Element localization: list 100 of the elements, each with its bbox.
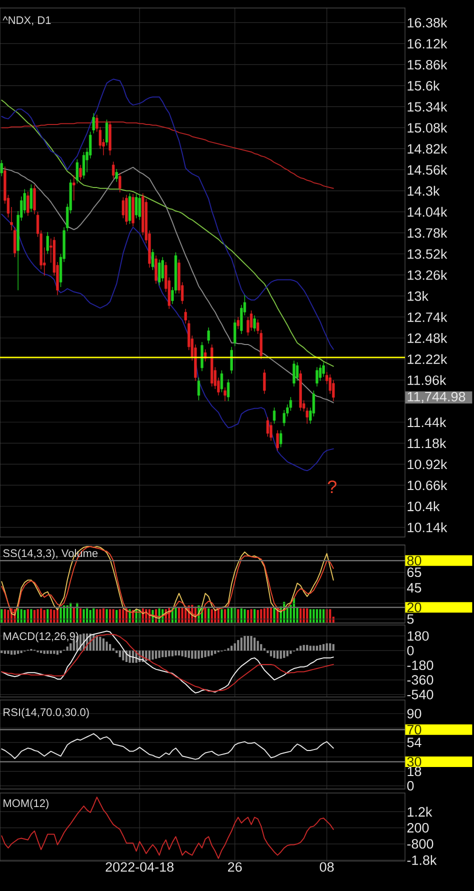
- bar: [30, 609, 32, 623]
- y-tick-label: 5: [407, 614, 414, 624]
- bar: [266, 608, 269, 623]
- bar: [198, 650, 200, 659]
- candlestick: [79, 164, 82, 181]
- bar: [214, 650, 216, 654]
- bar: [66, 646, 68, 651]
- bar: [50, 650, 52, 654]
- y-tick-label: 16.38k: [408, 18, 448, 28]
- bar: [122, 609, 124, 623]
- y-tick-label: 65: [407, 568, 422, 578]
- bar: [312, 646, 315, 651]
- candlestick: [112, 161, 115, 180]
- bar: [116, 650, 118, 654]
- y-tick-label: -540: [407, 690, 434, 700]
- y-tick-label: 0: [407, 646, 414, 656]
- candlestick: [161, 256, 164, 282]
- bar: [174, 607, 177, 623]
- bar: [273, 650, 276, 658]
- candlestick: [200, 342, 204, 372]
- candlestick: [224, 387, 226, 402]
- bar: [118, 609, 121, 623]
- bar: [108, 609, 112, 623]
- candlestick: [322, 362, 325, 378]
- bar: [26, 609, 29, 623]
- candlestick: [234, 319, 236, 346]
- bar: [0, 650, 3, 654]
- bar: [40, 650, 42, 654]
- bar: [43, 650, 46, 654]
- bar: [260, 609, 262, 623]
- bar: [4, 650, 6, 654]
- bar: [112, 609, 114, 623]
- bar: [319, 609, 322, 623]
- bar: [204, 608, 206, 623]
- y-tick-label: 12.48k: [408, 333, 448, 343]
- y-tick-label: 90: [407, 708, 422, 718]
- candlestick: [226, 378, 230, 402]
- candlestick: [263, 369, 266, 394]
- candlestick: [33, 184, 36, 215]
- bar: [106, 609, 108, 623]
- bar: [329, 643, 332, 651]
- bar: [148, 650, 150, 660]
- y-tick-label: -800: [407, 839, 434, 849]
- candlestick: [270, 422, 272, 442]
- bar: [208, 650, 210, 656]
- candlestick: [125, 194, 128, 226]
- bar: [227, 648, 230, 651]
- candlestick: [316, 366, 318, 387]
- bar: [296, 648, 298, 651]
- y-tick-label: 11.18k: [408, 438, 446, 448]
- bar: [191, 650, 194, 659]
- bar: [246, 636, 250, 651]
- candlestick: [72, 175, 76, 201]
- bar: [319, 644, 322, 651]
- bar: [184, 650, 187, 658]
- bar: [250, 609, 252, 623]
- bar: [286, 650, 288, 656]
- y-tick-label: -1.8k: [407, 855, 437, 865]
- text: MACD(12,26,9): [4, 632, 78, 642]
- bar: [283, 650, 286, 658]
- candlestick: [30, 184, 33, 212]
- y-tick-label: 15.08k: [408, 122, 448, 133]
- candlestick: [76, 158, 79, 184]
- bar: [46, 609, 49, 623]
- bar: [20, 650, 22, 654]
- bar: [188, 650, 190, 658]
- candlestick: [197, 377, 200, 401]
- bar: [70, 643, 72, 651]
- bar: [102, 638, 105, 651]
- bar: [162, 650, 164, 658]
- y-tick-label: -180: [407, 660, 434, 670]
- bar: [210, 609, 213, 623]
- candlestick: [122, 196, 125, 219]
- bar: [164, 650, 167, 658]
- ref-line-label: 70: [407, 724, 422, 734]
- candlestick: [151, 248, 154, 270]
- bar: [254, 638, 256, 651]
- y-tick-label: 10.4k: [408, 501, 440, 512]
- bar: [181, 650, 184, 656]
- bar: [329, 609, 332, 623]
- candlestick: [250, 310, 253, 332]
- candlestick: [272, 407, 276, 424]
- bar: [181, 607, 184, 623]
- bar: [204, 650, 206, 658]
- bar: [50, 609, 52, 623]
- bar: [20, 609, 22, 623]
- text: 11,744.98: [408, 392, 466, 404]
- bar: [178, 650, 180, 656]
- y-tick-label: 15.86k: [408, 60, 448, 70]
- candlestick: [118, 172, 122, 193]
- candlestick: [26, 191, 30, 216]
- bar: [227, 608, 230, 623]
- y-tick-label: 18: [408, 766, 422, 776]
- bar: [4, 609, 6, 623]
- x-tick-label: 26: [228, 862, 242, 872]
- bar: [244, 609, 246, 623]
- y-tick-label: 10.92k: [408, 459, 448, 470]
- bar: [60, 608, 62, 623]
- y-tick-label: 10.66k: [408, 480, 448, 490]
- bar: [263, 648, 266, 651]
